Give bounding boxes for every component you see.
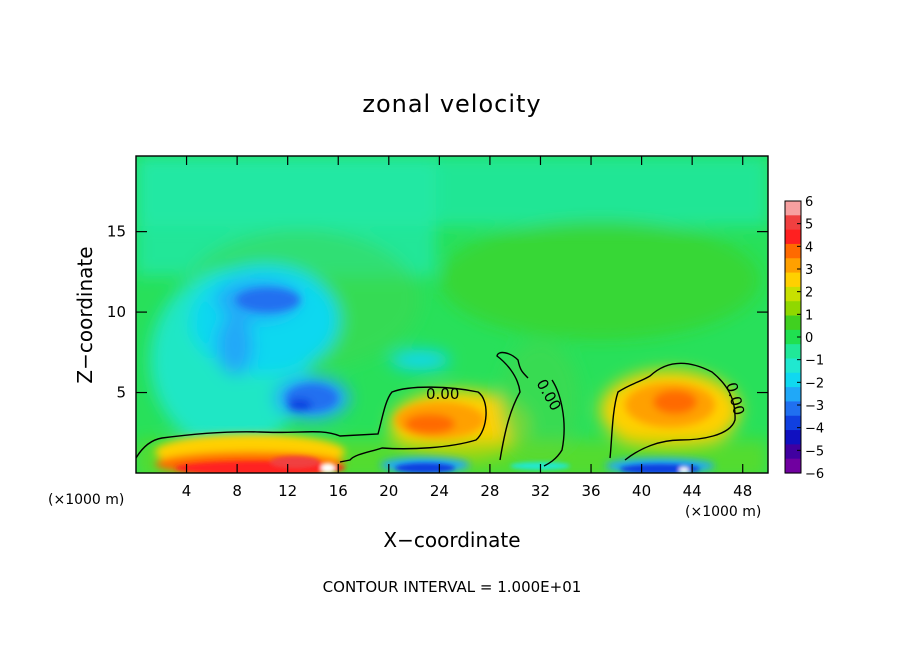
colorbar-tick-label: 1 <box>805 308 813 323</box>
colorbar-swatch <box>785 358 801 374</box>
y-tick-label: 15 <box>107 223 126 241</box>
plot-frame <box>135 155 769 474</box>
x-tick-label: 8 <box>232 482 242 500</box>
colorbar-swatch <box>785 387 801 403</box>
colorbar-tick-label: −4 <box>805 422 824 437</box>
contour-label: 0.00 <box>426 385 459 403</box>
x-tick-label: 16 <box>329 482 348 500</box>
x-tick-label: 20 <box>379 482 398 500</box>
colorbar: 6 5 4 3 2 1 0 −1 −2 −3 −4 −5 −6 <box>784 195 824 482</box>
colorbar-swatch <box>785 415 801 431</box>
colorbar-tick-label: −1 <box>805 354 824 369</box>
x-axis-label: X−coordinate <box>383 528 520 552</box>
colorbar-swatch <box>785 301 801 317</box>
x-tick-label: 40 <box>632 482 651 500</box>
y-axis-label: Z−coordinate <box>73 246 97 383</box>
colorbar-tick-label: 4 <box>805 240 813 255</box>
colorbar-swatch <box>785 315 801 331</box>
x-units-left: (×1000 m) <box>48 492 124 508</box>
x-tick-label: 4 <box>182 482 192 500</box>
contour-interval-note: CONTOUR INTERVAL = 1.000E+01 <box>323 578 582 596</box>
x-units-right: (×1000 m) <box>685 504 761 520</box>
contour-line <box>496 351 565 467</box>
colorbar-tick-label: −5 <box>805 444 824 459</box>
velocity-field <box>136 156 768 473</box>
colorbar-swatch <box>785 444 801 460</box>
colorbar-swatch <box>785 215 801 231</box>
colorbar-swatch <box>785 329 801 345</box>
colorbar-tick-label: 2 <box>805 286 813 301</box>
colorbar-swatch <box>785 243 801 259</box>
colorbar-tick-label: 0 <box>805 331 813 346</box>
x-tick-label: 24 <box>430 482 449 500</box>
colorbar-swatch <box>785 401 801 417</box>
colorbar-swatch <box>785 286 801 302</box>
colorbar-swatch <box>785 229 801 245</box>
y-axis: 5 10 15 <box>107 223 768 402</box>
x-axis: 4 8 12 16 20 24 28 32 36 40 44 48 <box>182 156 752 500</box>
colorbar-swatch <box>785 458 801 474</box>
colorbar-swatch <box>785 372 801 388</box>
colorbar-tick-label: −3 <box>805 399 824 414</box>
chart-title: zonal velocity <box>362 90 541 118</box>
colorbar-tick-label: −2 <box>805 376 824 391</box>
colorbar-tick-label: 5 <box>805 218 813 233</box>
contour-lines <box>136 351 736 467</box>
colorbar-tick-label: 3 <box>805 263 813 278</box>
x-tick-label: 12 <box>278 482 297 500</box>
x-tick-label: 44 <box>683 482 702 500</box>
x-tick-label: 28 <box>480 482 499 500</box>
x-tick-label: 32 <box>531 482 550 500</box>
y-tick-label: 10 <box>107 303 126 321</box>
colorbar-swatch <box>785 201 801 216</box>
x-tick-label: 48 <box>733 482 752 500</box>
x-tick-label: 36 <box>581 482 600 500</box>
y-tick-label: 5 <box>116 384 126 402</box>
colorbar-tick-label: −6 <box>805 467 824 482</box>
colorbar-swatch <box>785 344 801 360</box>
contour-line <box>136 386 487 463</box>
colorbar-tick-label: 6 <box>805 195 813 210</box>
colorbar-swatch <box>785 258 801 274</box>
contour-line <box>609 362 736 461</box>
colorbar-swatch <box>785 430 801 445</box>
colorbar-swatch <box>785 272 801 288</box>
